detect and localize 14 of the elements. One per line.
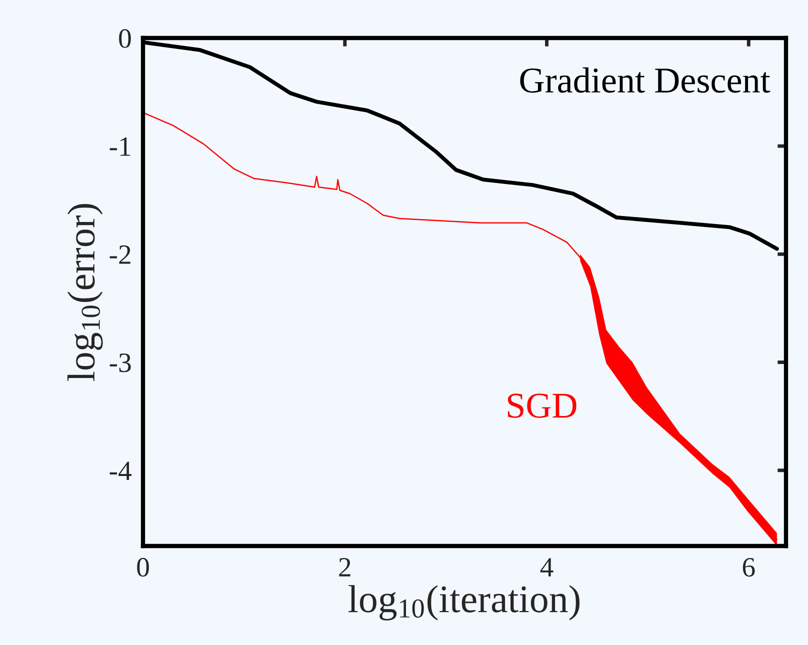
x-tick-label: 6 (742, 558, 755, 577)
y-tick-label: -3 (110, 354, 131, 372)
text: Gradient Descent (520, 67, 770, 93)
x-tick-label: 4 (540, 558, 554, 576)
y-axis-title: log$_{10}$(error) (67, 204, 103, 382)
x-axis-title: log$_{10}$(iteration) (348, 585, 580, 620)
x-tick-label: 2 (339, 558, 350, 576)
y-tick-label: -1 (110, 137, 130, 156)
line-series (143, 112, 778, 540)
series-label: SGD (508, 394, 576, 418)
y-tick-label: 0 (119, 29, 131, 48)
x-tick-label: 0 (137, 558, 149, 577)
y-tick-label: -2 (110, 245, 130, 264)
y-tick-label: -4 (110, 462, 132, 480)
